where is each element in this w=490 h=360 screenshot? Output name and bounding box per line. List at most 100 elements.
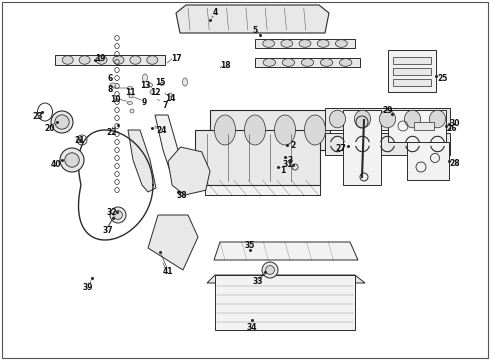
Ellipse shape xyxy=(262,262,278,278)
Bar xyxy=(388,110,446,142)
Text: 34: 34 xyxy=(247,324,257,333)
Bar xyxy=(210,110,330,150)
Bar xyxy=(255,58,360,67)
Ellipse shape xyxy=(143,74,147,82)
Text: 26: 26 xyxy=(447,123,457,132)
Ellipse shape xyxy=(60,148,84,172)
Bar xyxy=(205,180,320,195)
Ellipse shape xyxy=(110,207,126,223)
Text: 38: 38 xyxy=(177,190,187,199)
Ellipse shape xyxy=(129,94,133,98)
Ellipse shape xyxy=(55,115,69,129)
Text: 17: 17 xyxy=(171,54,181,63)
Text: 8: 8 xyxy=(107,85,113,94)
Ellipse shape xyxy=(127,86,132,90)
Text: 1: 1 xyxy=(280,166,286,175)
Text: 41: 41 xyxy=(163,267,173,276)
Ellipse shape xyxy=(160,82,164,86)
Bar xyxy=(325,133,450,155)
Ellipse shape xyxy=(51,111,73,133)
Ellipse shape xyxy=(130,56,141,64)
Ellipse shape xyxy=(336,40,347,47)
Ellipse shape xyxy=(168,93,172,97)
Text: 5: 5 xyxy=(252,26,258,35)
Bar xyxy=(393,68,431,75)
Text: 13: 13 xyxy=(140,81,150,90)
Ellipse shape xyxy=(215,115,236,145)
Ellipse shape xyxy=(329,110,345,128)
Ellipse shape xyxy=(379,110,395,128)
Polygon shape xyxy=(168,147,210,195)
Polygon shape xyxy=(128,130,156,192)
Ellipse shape xyxy=(292,164,298,170)
Ellipse shape xyxy=(182,78,188,86)
Text: 29: 29 xyxy=(383,105,393,114)
Text: 9: 9 xyxy=(142,98,147,107)
Ellipse shape xyxy=(304,115,325,145)
Text: 30: 30 xyxy=(450,118,460,127)
Ellipse shape xyxy=(147,56,158,64)
Ellipse shape xyxy=(263,59,275,66)
Text: 33: 33 xyxy=(253,278,263,287)
Ellipse shape xyxy=(110,83,116,87)
Bar xyxy=(393,79,431,86)
Ellipse shape xyxy=(130,109,134,113)
Ellipse shape xyxy=(245,115,266,145)
Text: 19: 19 xyxy=(95,54,105,63)
Polygon shape xyxy=(176,5,329,33)
Bar xyxy=(393,57,431,64)
Ellipse shape xyxy=(429,110,445,128)
Text: 10: 10 xyxy=(110,95,120,104)
Text: 23: 23 xyxy=(33,112,43,121)
Bar xyxy=(195,130,320,185)
Text: 39: 39 xyxy=(83,284,93,292)
Text: 31: 31 xyxy=(283,159,293,168)
Ellipse shape xyxy=(281,40,293,47)
Text: 27: 27 xyxy=(336,144,346,153)
Ellipse shape xyxy=(299,40,311,47)
Text: 28: 28 xyxy=(450,158,460,167)
Ellipse shape xyxy=(114,211,122,219)
Text: 12: 12 xyxy=(150,87,160,96)
Bar xyxy=(55,55,165,65)
Text: 35: 35 xyxy=(245,240,255,249)
Text: 22: 22 xyxy=(107,127,117,136)
Polygon shape xyxy=(148,215,198,270)
Ellipse shape xyxy=(96,56,107,64)
Ellipse shape xyxy=(301,59,314,66)
Text: 14: 14 xyxy=(165,94,175,103)
Text: 6: 6 xyxy=(107,73,113,82)
Text: 11: 11 xyxy=(125,87,135,96)
Ellipse shape xyxy=(65,153,79,167)
Text: 24: 24 xyxy=(157,126,167,135)
Text: 37: 37 xyxy=(103,225,113,234)
Polygon shape xyxy=(155,115,184,183)
Text: 21: 21 xyxy=(75,135,85,144)
Text: 32: 32 xyxy=(107,207,117,216)
Bar xyxy=(407,142,449,180)
Text: 15: 15 xyxy=(155,77,165,86)
Bar xyxy=(255,39,355,48)
Text: 2: 2 xyxy=(291,140,295,149)
Bar xyxy=(343,110,381,185)
Ellipse shape xyxy=(354,110,370,128)
Text: 7: 7 xyxy=(162,100,168,109)
Text: 20: 20 xyxy=(45,123,55,132)
Ellipse shape xyxy=(266,266,274,274)
Bar xyxy=(414,122,434,130)
Ellipse shape xyxy=(317,40,329,47)
Ellipse shape xyxy=(113,56,124,64)
Text: 4: 4 xyxy=(212,8,218,17)
Ellipse shape xyxy=(320,59,333,66)
Ellipse shape xyxy=(150,90,154,94)
Ellipse shape xyxy=(340,59,352,66)
Bar xyxy=(325,108,450,130)
Ellipse shape xyxy=(62,56,73,64)
Ellipse shape xyxy=(404,110,420,128)
Text: 3: 3 xyxy=(287,156,293,165)
Ellipse shape xyxy=(274,115,295,145)
Text: 18: 18 xyxy=(220,60,230,69)
Ellipse shape xyxy=(282,59,294,66)
Ellipse shape xyxy=(127,102,132,104)
Text: 25: 25 xyxy=(438,73,448,82)
